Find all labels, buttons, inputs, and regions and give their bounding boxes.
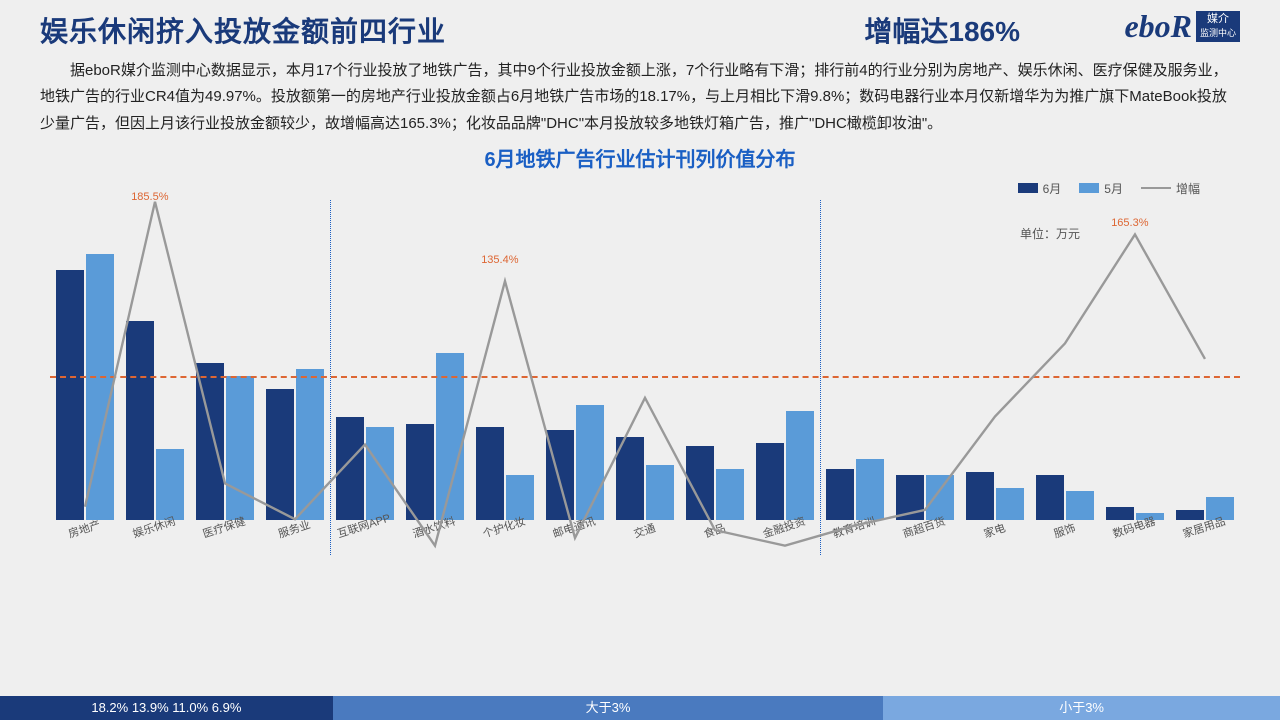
growth-annotation: 185.5% bbox=[131, 191, 168, 203]
chart-plot: 房地产娱乐休闲医疗保健服务业互联网APP酒水饮料个护化妆邮电通讯交通食品金融投资… bbox=[50, 200, 1240, 520]
bottom-segment-bar: 18.2% 13.9% 11.0% 6.9%大于3%小于3% bbox=[0, 696, 1280, 720]
chart-legend: 6月 5月 增幅 bbox=[1018, 180, 1200, 197]
bottom-segment: 大于3% bbox=[333, 696, 883, 720]
bottom-segment: 18.2% 13.9% 11.0% 6.9% bbox=[0, 696, 333, 720]
chart-title: 6月地铁广告行业估计刊列价值分布 bbox=[0, 143, 1280, 172]
legend-may: 5月 bbox=[1079, 180, 1123, 197]
bottom-segment: 小于3% bbox=[883, 696, 1280, 720]
logo-text: eboR bbox=[1124, 8, 1192, 45]
growth-annotation: 135.4% bbox=[481, 254, 518, 266]
growth-line bbox=[50, 180, 1240, 585]
page-title-right: 增幅达186% bbox=[864, 10, 1020, 50]
chart-area: 6月 5月 增幅 房地产娱乐休闲医疗保健服务业互联网APP酒水饮料个护化妆邮电通… bbox=[40, 180, 1240, 560]
header-area: 娱乐休闲挤入投放金额前四行业 增幅达186% eboR 媒介 监测中心 bbox=[0, 0, 1280, 50]
page-title-left: 娱乐休闲挤入投放金额前四行业 bbox=[40, 10, 1240, 50]
logo-badge: 媒介 监测中心 bbox=[1196, 11, 1240, 41]
brand-logo: eboR 媒介 监测中心 bbox=[1124, 8, 1240, 45]
description-text: 据eboR媒介监测中心数据显示，本月17个行业投放了地铁广告，其中9个行业投放金… bbox=[0, 50, 1280, 141]
legend-jun: 6月 bbox=[1018, 180, 1062, 197]
growth-annotation: 165.3% bbox=[1111, 217, 1148, 229]
legend-growth: 增幅 bbox=[1141, 180, 1200, 197]
